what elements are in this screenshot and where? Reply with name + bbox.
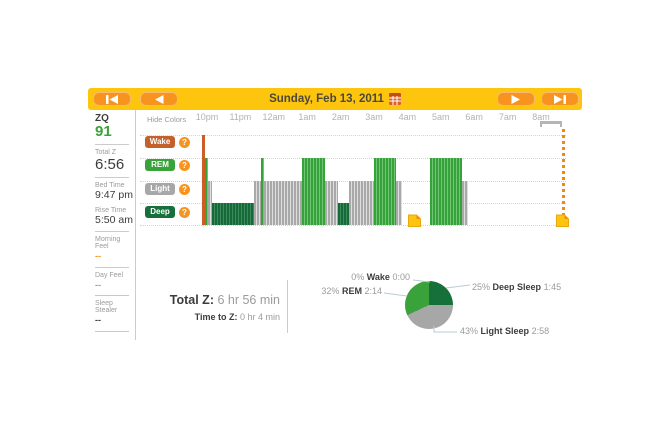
sidebar-divider [95, 231, 129, 233]
help-icon[interactable]: ? [179, 159, 190, 171]
gridline-rem [140, 158, 566, 159]
bed-time-label: Bed Time [95, 182, 125, 189]
date-display: Sunday, Feb 13, 2011 [88, 88, 582, 110]
sleep-stealer-value: -- [95, 315, 101, 326]
day-feel-label: Day Feel [95, 271, 124, 279]
sleep-segment-rem [205, 158, 209, 225]
sleep-segment-wake [202, 135, 205, 225]
morning-feel-value: -- [95, 251, 101, 262]
total-z-summary-label: Total Z: [169, 293, 214, 307]
legend-row-wake: Wake ? [145, 136, 190, 148]
sleep-segment-light [264, 181, 303, 225]
hypnogram-bars [137, 110, 582, 342]
calendar-icon[interactable] [388, 93, 401, 105]
legend-deep-button[interactable]: Deep [145, 206, 175, 218]
sleep-segment-rem [374, 158, 397, 225]
previous-day-button[interactable] [140, 92, 178, 106]
sidebar-divider [95, 177, 129, 178]
help-icon[interactable]: ? [179, 136, 190, 148]
chart-panel: Hide Colors 10pm 11pm 12am 1am 2am 3am 4am 5am 6… [137, 110, 582, 342]
pie-label-deep: 25% Deep Sleep 1:45 [472, 282, 562, 292]
legend-light-button[interactable]: Light [145, 183, 175, 195]
sidebar: ZQ 91 Total Z 6:56 Bed Time 9:47 pm Rise… [88, 110, 136, 340]
sleep-segment-light [396, 181, 403, 225]
sleep-segment-light [254, 181, 262, 225]
help-icon[interactable]: ? [179, 206, 190, 218]
sleep-segment-light [348, 181, 374, 225]
date-nav-bar: Sunday, Feb 13, 2011 [88, 88, 582, 110]
legend-row-light: Light ? [145, 183, 190, 195]
legend-row-deep: Deep ? [145, 206, 190, 218]
axis-tick: 7am [498, 112, 517, 122]
legend-wake-button[interactable]: Wake [145, 136, 175, 148]
hide-colors-link[interactable]: Hide Colors [147, 115, 187, 124]
total-z-label: Total Z [95, 148, 117, 156]
sidebar-divider [95, 331, 129, 333]
rise-time-label: Rise Time [95, 206, 127, 214]
axis-tick: 12am [262, 112, 286, 122]
sleep-segment-deep [211, 203, 255, 225]
next-day-button[interactable] [497, 92, 535, 106]
axis-tick: 4am [398, 112, 417, 122]
current-date: Sunday, Feb 13, 2011 [269, 93, 384, 105]
sidebar-divider [95, 295, 129, 297]
sleep-segment-rem [302, 158, 325, 225]
sleep-segment-light [461, 181, 469, 225]
time-to-z-value: 0 hr 4 min [239, 312, 280, 322]
total-z-value: 6:56 [95, 155, 125, 173]
zq-label: ZQ [95, 113, 109, 124]
morning-feel-label: Morning Feel [95, 236, 121, 251]
sleep-stealer-label: Sleep Stealer [95, 300, 118, 315]
help-icon[interactable]: ? [179, 183, 190, 195]
axis-tick: 6am [465, 112, 483, 122]
gridline-baseline [140, 225, 566, 226]
axis-tick: 1am [298, 112, 316, 122]
sleep-pie-chart [405, 281, 453, 329]
graph-end-marker [562, 129, 565, 224]
time-to-z-label: Time to Z: [194, 312, 238, 322]
axis-tick: 2am [331, 112, 350, 122]
axis-tick: 3am [365, 112, 383, 122]
zq-value: 91 [95, 123, 112, 140]
sleep-segment-light [208, 181, 212, 225]
legend-row-rem: REM ? [145, 159, 190, 171]
pie-label-wake: 0% Wake 0:00 [351, 272, 410, 282]
total-z-summary-value: 6 hr 56 min [217, 293, 280, 307]
legend-rem-button[interactable]: REM [145, 159, 175, 171]
sleep-segment-light [324, 181, 339, 225]
summary-divider [287, 280, 288, 333]
bed-time-value: 9:47 pm [95, 189, 133, 201]
range-handle[interactable] [540, 121, 562, 127]
first-day-button[interactable] [93, 92, 131, 106]
sleep-segment-rem [429, 158, 462, 225]
axis-tick: 11pm [229, 112, 252, 122]
last-day-button[interactable] [541, 92, 579, 106]
sidebar-divider [95, 266, 129, 268]
sleep-note-icon[interactable] [556, 214, 569, 227]
sidebar-divider [95, 143, 129, 145]
sleep-note-icon[interactable] [408, 214, 422, 227]
gridline-wake [140, 135, 566, 136]
day-feel-value: -- [95, 279, 101, 290]
pie-label-rem: 32% REM 2:14 [321, 286, 382, 296]
sleep-segment-rem [261, 158, 265, 225]
sleep-segment-deep [338, 203, 349, 225]
pie-label-light: 43% Light Sleep 2:58 [460, 326, 550, 336]
sleep-totals: Total Z: 6 hr 56 min Time to Z: 0 hr 4 m… [137, 293, 280, 322]
rise-time-value: 5:50 am [95, 213, 133, 226]
sleep-tracker-app: Sunday, Feb 13, 2011 [88, 88, 582, 342]
axis-tick: 8am [532, 112, 550, 122]
axis-tick: 10pm [195, 112, 219, 122]
axis-tick: 5am [432, 112, 450, 122]
